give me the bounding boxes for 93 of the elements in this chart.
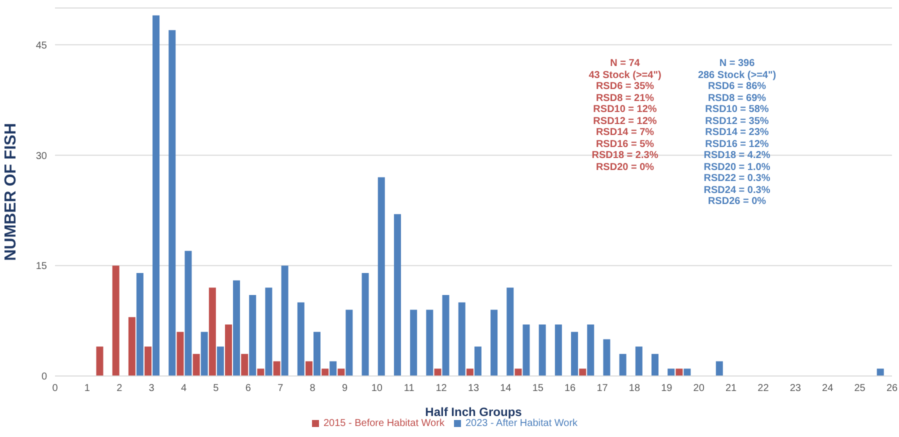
bar	[603, 339, 610, 376]
x-tick-label: 9	[342, 383, 348, 394]
bar	[587, 324, 594, 376]
bar	[538, 324, 546, 376]
bar	[716, 361, 723, 376]
bar	[514, 368, 522, 376]
x-tick-label: 16	[564, 383, 576, 394]
x-tick-label: 11	[404, 383, 415, 394]
x-tick-label: 15	[532, 383, 544, 394]
bar	[442, 295, 450, 376]
x-tick-label: 3	[148, 383, 155, 394]
bar	[362, 272, 369, 376]
bar	[152, 15, 160, 376]
bar	[676, 368, 683, 376]
bar	[200, 332, 208, 376]
bar	[216, 346, 224, 376]
x-tick-label: 21	[725, 383, 738, 394]
bar	[434, 368, 442, 376]
bar	[554, 324, 562, 376]
bar	[128, 317, 136, 376]
x-tick-label: 8	[310, 383, 316, 394]
x-tick-label: 22	[758, 383, 770, 394]
bar	[297, 302, 304, 376]
y-tick-label: 0	[41, 372, 48, 383]
bar	[305, 361, 312, 376]
bar	[176, 332, 184, 376]
bar	[490, 310, 498, 376]
bar	[394, 214, 401, 376]
x-axis-title: Half Inch Groups	[425, 405, 522, 419]
x-tick-label: 25	[854, 383, 866, 394]
bar	[684, 368, 691, 376]
legend-label: 2015 - Before Habitat Work	[323, 418, 444, 429]
x-tick-label: 10	[371, 383, 383, 394]
x-tick-label: 19	[661, 383, 673, 394]
bar	[635, 346, 642, 376]
bar	[522, 324, 530, 376]
bar	[579, 368, 586, 376]
bar	[249, 295, 256, 376]
bar	[241, 354, 248, 376]
bar	[322, 368, 329, 376]
bar	[112, 266, 120, 376]
x-tick-label: 1	[84, 383, 90, 394]
x-tick-label: 6	[245, 383, 252, 394]
bar	[410, 310, 418, 376]
bar	[458, 302, 466, 376]
x-tick-label: 4	[180, 383, 187, 394]
x-tick-label: 2	[116, 383, 123, 394]
x-tick-label: 23	[790, 383, 802, 394]
bar	[96, 346, 104, 376]
x-tick-label: 17	[596, 383, 608, 394]
x-tick-label: 5	[213, 383, 220, 394]
bar	[652, 354, 659, 376]
x-tick-label: 18	[628, 383, 640, 394]
bar	[208, 288, 216, 376]
x-tick-label: 12	[436, 383, 448, 394]
bar	[168, 30, 176, 376]
bar	[876, 368, 884, 376]
text: N = 396 286 Stock (>=4") RSD6 = 86% RSD8 = 69% RSD10 = 58% RSD12 = 35% RSD14 = 23% RSD16 = 12% RSD18 = 4.2% RSD20 = 1.0% RSD22 = 0.3% RSD24 = 0.3% RSD26 = 0%	[698, 58, 776, 207]
x-tick-label: 14	[500, 383, 512, 394]
bar	[265, 288, 272, 376]
y-axis-title: NUMBER OF FISH	[2, 123, 20, 261]
y-tick-label: 45	[36, 40, 48, 52]
bar	[257, 368, 264, 376]
x-tick-label: 0	[52, 383, 58, 394]
x-tick-label: 24	[822, 383, 834, 394]
x-tick-label: 13	[468, 383, 480, 394]
x-tick-label: 26	[886, 383, 898, 394]
bar	[571, 332, 578, 376]
x-tick-label: 7	[278, 383, 284, 394]
bar	[378, 177, 385, 376]
bar	[330, 361, 337, 376]
bar	[184, 250, 192, 376]
bar	[144, 346, 152, 376]
x-tick-label: 20	[693, 383, 705, 394]
bar	[346, 310, 353, 376]
bar	[466, 368, 474, 376]
bar	[619, 354, 626, 376]
y-tick-label: 15	[36, 261, 48, 272]
bar	[338, 368, 345, 376]
bar	[506, 288, 514, 376]
bar	[233, 280, 240, 376]
legend-label: 2023 - After Habitat Work	[465, 418, 578, 429]
bar	[136, 272, 144, 376]
bar	[474, 346, 482, 376]
bar	[313, 332, 320, 376]
bar	[192, 354, 200, 376]
bar	[426, 310, 434, 376]
bar	[281, 266, 288, 376]
bar	[273, 361, 280, 376]
y-tick-label: 30	[36, 150, 48, 162]
bar	[225, 324, 232, 376]
text: N = 74 43 Stock (>=4") RSD6 = 35% RSD8 = 21% RSD10 = 12% RSD12 = 12% RSD14 = 7% RSD16 = 5% RSD18 = 2.3% RSD20 = 0%	[588, 58, 662, 172]
bar	[668, 368, 675, 376]
